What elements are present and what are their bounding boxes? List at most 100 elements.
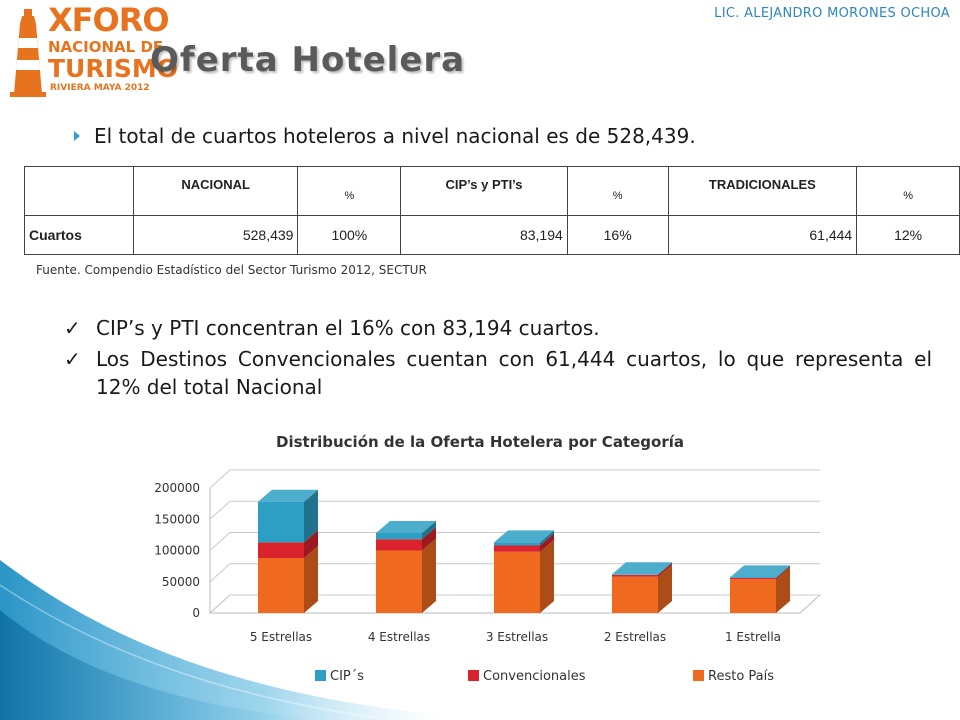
bar-segment-side [540,539,554,613]
y-tick-label: 100000 [154,544,200,558]
rooms-table: NACIONAL % CIP’s y PTI’s % TRADICIONALES… [24,166,960,255]
bar-segment [730,578,776,580]
y-tick-label: 150000 [154,512,200,526]
chart-svg: Distribución de la Oferta Hotelera por C… [154,433,822,644]
bar-stack [612,562,672,613]
checkmark-icon: ✓ [64,316,81,340]
logo-line-2: NACIONAL DE [48,38,164,56]
legend-label: Resto País [708,669,775,684]
x-tick-label: 1 Estrella [725,630,781,644]
bar-segment-side [422,538,436,613]
legend-item: Resto País [693,669,774,684]
bar-stack [376,521,436,613]
x-tick-label: 5 Estrellas [250,630,312,644]
bar-segment [258,542,304,558]
gridline [209,500,820,520]
y-tick-label: 50000 [162,575,200,589]
bar-segment [730,577,776,578]
table-header-tradicionales: TRADICIONALES [667,166,858,216]
bar-segment [258,558,304,613]
bar-segment-side [776,566,790,580]
table-header-cip: CIP’s y PTI’s [400,166,568,216]
bar-segment-side [540,533,554,552]
legend-swatch [315,670,326,681]
gridline [209,532,820,551]
bar-segment-side [304,489,318,543]
bar-segment [612,574,658,577]
bar-segment [494,551,540,613]
bar-segment [258,501,304,543]
bar-top [730,565,790,578]
table-header-nacional: NACIONAL [132,166,299,216]
chart-bars [258,489,790,613]
check-text-1: CIP’s y PTI concentran el 16% con 83,194… [96,316,600,340]
total-rooms-text: El total de cuartos hoteleros a nivel na… [94,124,696,148]
background-swoosh [0,544,440,720]
legend-swatch [693,670,704,681]
legend-label: Convencionales [483,669,586,684]
bar-top [612,562,672,575]
legend-label: CIP´s [330,669,365,684]
table-header-pct-cip: % [566,166,669,216]
x-tick-label: 4 Estrellas [368,630,430,644]
bar-segment-side [658,564,672,613]
category-chart: Distribución de la Oferta Hotelera por C… [110,425,830,695]
total-rooms-bullet: El total de cuartos hoteleros a nivel na… [74,124,696,148]
source-note: Fuente. Compendio Estadístico del Sector… [36,263,427,277]
lighthouse-icon [10,9,46,97]
bar-top [258,489,318,502]
chart-title: Distribución de la Oferta Hotelera por C… [276,433,684,451]
logo-line-3: TURISMO [48,54,179,83]
table-header-pct-tradicionales: % [856,166,960,216]
row-label-cuartos: Cuartos [24,215,134,255]
cell-cip: 83,194 [400,215,568,255]
page-title: Oferta Hotelera [150,40,466,80]
cell-tradicionales: 61,444 [667,215,858,255]
bar-segment-side [540,530,554,546]
bar-stack [258,489,318,613]
arrow-bullet-icon [74,130,80,141]
bar-stack [494,530,554,613]
bar-segment [730,579,776,613]
bar-segment-side [304,546,318,613]
check-text-2: Los Destinos Convencionales cuentan con … [96,347,932,399]
legend-item: Convencionales [468,669,586,684]
list-item: ✓ CIP’s y PTI concentran el 16% con 83,19… [62,314,932,342]
logo-line-1: XFORO [48,1,170,39]
x-tick-label: 3 Estrellas [486,630,548,644]
x-axis-labels: 5 Estrellas 4 Estrellas 3 Estrellas 2 Estre… [250,630,781,644]
table-header-pct-nacional: % [297,166,402,216]
x-tick-label: 2 Estrellas [604,630,666,644]
y-tick-label: 200000 [154,481,200,495]
bar-segment-side [422,527,436,551]
bar-top [376,521,436,533]
legend-item: CIP´s [315,669,364,684]
bar-segment [494,545,540,552]
bar-stack [730,565,790,613]
bar-segment [376,550,422,613]
legend-swatch [468,670,479,681]
bar-segment-side [658,562,672,575]
bar-segment [612,574,658,575]
check-list: ✓ CIP’s y PTI concentran el 16% con 83,19… [62,314,932,404]
bar-segment-side [304,530,318,558]
bar-segment [376,539,422,551]
list-item: ✓ Los Destinos Convencionales cuentan con… [62,345,932,401]
y-axis-ticks: 0 50000 100000 150000 200000 [154,481,200,620]
gridline [209,563,820,583]
cell-nacional: 528,439 [132,215,299,255]
table-row: Cuartos 528,439 100% 83,194 16% 61,444 1… [24,215,960,255]
cell-cip-pct: 16% [566,215,669,255]
bar-segment [494,542,540,546]
gridline [209,469,820,489]
forum-logo: XFORO NACIONAL DE TURISMO RIVIERA MAYA 2… [4,2,178,98]
cell-nacional-pct: 100% [297,215,402,255]
cell-tradicionales-pct: 12% [856,215,960,255]
bar-segment-side [422,521,436,540]
y-tick-label: 0 [192,606,200,620]
bar-segment-side [658,562,672,577]
bar-segment-side [776,565,790,578]
table-header-empty [24,166,134,216]
table-header-row: NACIONAL % CIP’s y PTI’s % TRADICIONALES… [24,166,960,216]
author-name: LIC. ALEJANDRO MORONES OCHOA [714,6,950,21]
